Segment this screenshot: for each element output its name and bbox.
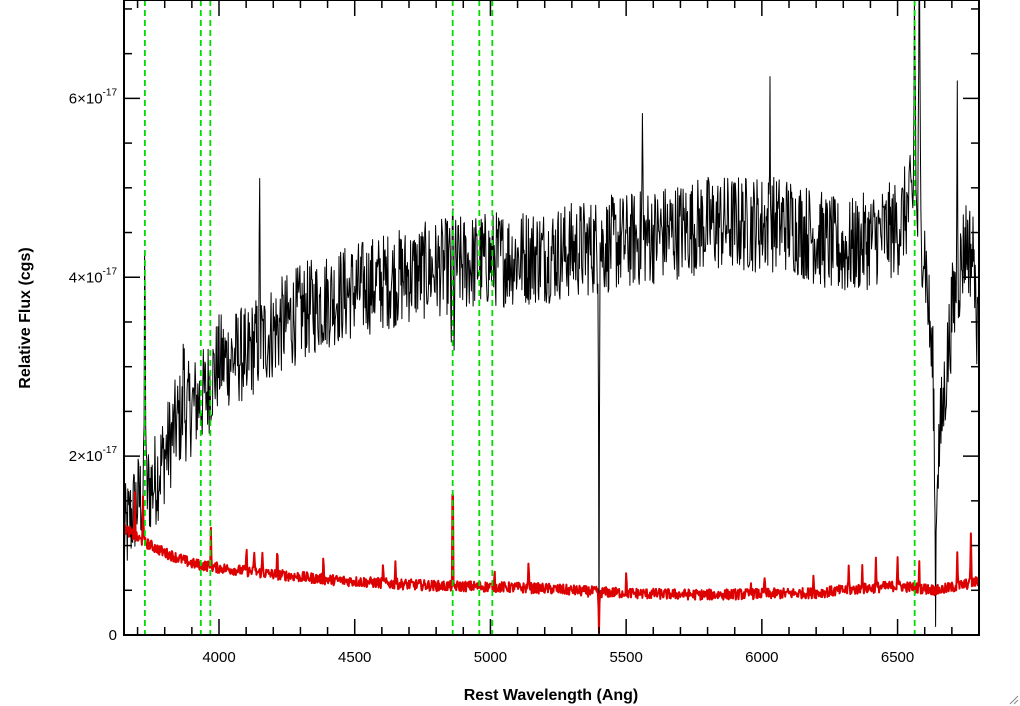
y-tick-exponent: -17: [103, 87, 118, 98]
x-tick-label: 6000: [745, 649, 778, 666]
spectrum-series-1: [124, 0, 979, 635]
resize-grip-icon[interactable]: [1009, 695, 1019, 705]
x-tick-label: 5000: [474, 649, 507, 666]
plot-frame: [123, 0, 980, 636]
y-tick-base: 4×10: [69, 269, 103, 286]
y-tick-base: 6×10: [69, 90, 103, 107]
y-tick-labels: 02×10-174×10-176×10-17: [69, 87, 118, 644]
x-tick-label: 4000: [202, 649, 235, 666]
x-tick-label: 6500: [881, 649, 914, 666]
y-tick-exponent: -17: [103, 266, 118, 277]
y-tick-label: 0: [109, 627, 117, 644]
y-tick-label: 2×10-17: [69, 445, 118, 465]
x-axis-title: Rest Wavelength (Ang): [464, 687, 639, 704]
axis-ticks: [124, 0, 980, 636]
y-tick-base: 2×10: [69, 448, 103, 465]
y-axis-title: Relative Flux (cgs): [17, 247, 34, 388]
x-tick-label: 4500: [338, 649, 371, 666]
y-tick-exponent: -17: [103, 445, 118, 456]
reference-lines: [143, 0, 916, 635]
series-layer: [124, 0, 979, 635]
y-tick-label: 6×10-17: [69, 87, 118, 107]
y-tick-base: 0: [109, 627, 117, 644]
x-tick-label: 5500: [609, 649, 642, 666]
spectrum-series-2: [124, 491, 979, 634]
y-tick-label: 4×10-17: [69, 266, 118, 286]
x-tick-labels: 4000 4500 5000 5500 6000 6500: [202, 649, 914, 666]
